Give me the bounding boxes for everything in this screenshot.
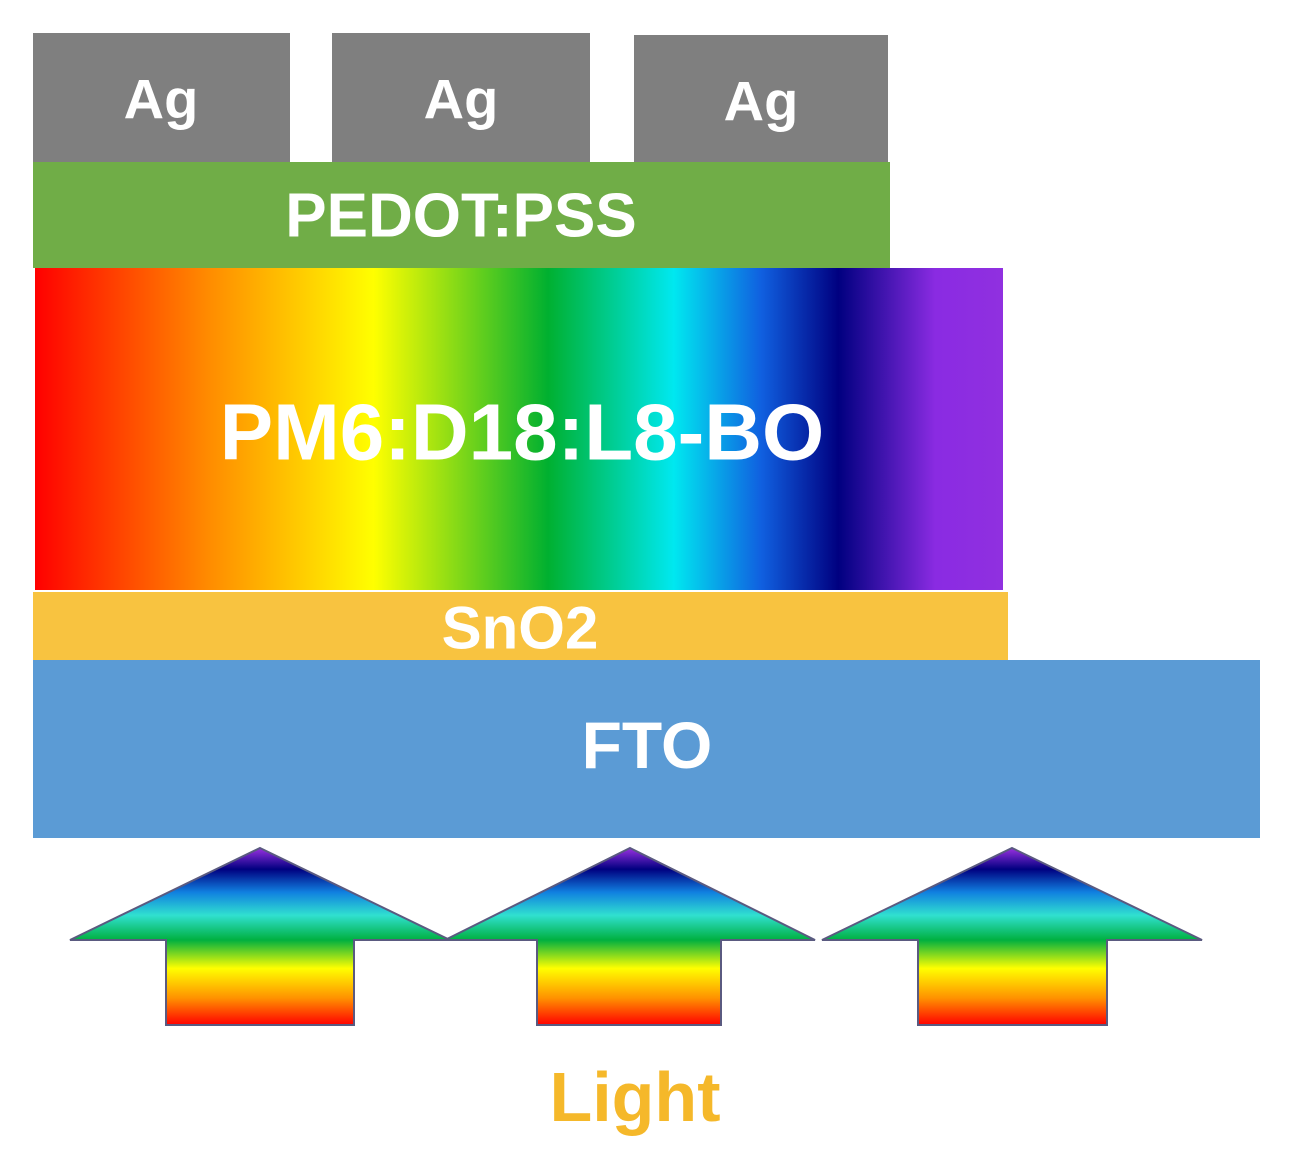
ag-electrode xyxy=(332,33,590,162)
light-arrow xyxy=(821,846,1203,1026)
electrode-label: Ag xyxy=(424,68,499,131)
ag-electrode xyxy=(634,35,888,162)
fto-layer xyxy=(33,660,1260,838)
light-arrow xyxy=(69,846,451,1026)
light-label: Light xyxy=(549,1058,720,1136)
sno2-layer xyxy=(33,592,1008,662)
layer-label: SnO2 xyxy=(442,595,599,662)
light-arrow xyxy=(444,846,816,1026)
layer-label: PEDOT:PSS xyxy=(285,182,636,251)
ag-electrode xyxy=(33,33,290,162)
pedot-layer xyxy=(33,162,890,268)
layer-label: FTO xyxy=(582,708,713,782)
active-layer xyxy=(35,268,1003,590)
electrode-label: Ag xyxy=(124,68,199,131)
layer-label: PM6:D18:L8-BO xyxy=(220,388,825,477)
electrode-label: Ag xyxy=(724,70,799,133)
